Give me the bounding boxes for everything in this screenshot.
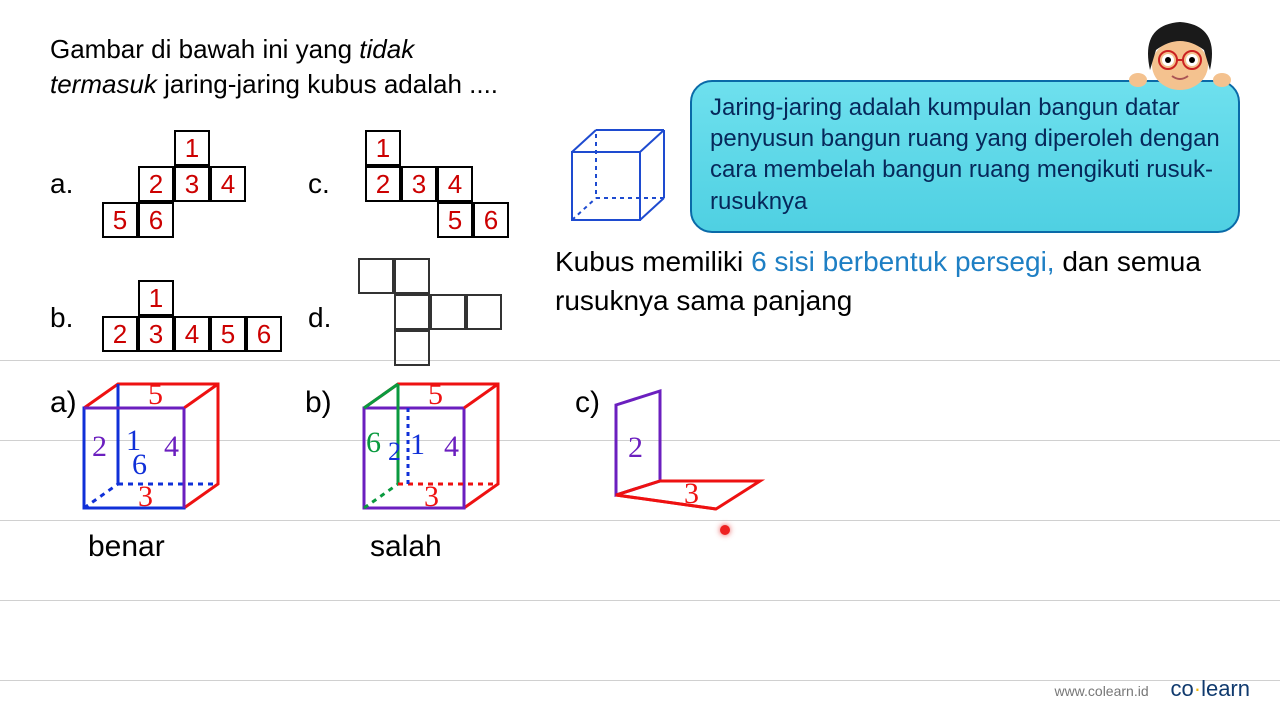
- question-text: Gambar di bawah ini yang tidak termasuk …: [50, 32, 510, 102]
- svg-text:5: 5: [428, 378, 443, 411]
- net-cell: 4: [210, 166, 246, 202]
- footer: www.colearn.id co·learn: [1054, 676, 1250, 702]
- verdict-a: benar: [88, 530, 165, 564]
- answer-b-label: b): [305, 386, 332, 420]
- answer-fold-c: 2 3: [610, 385, 780, 535]
- option-b-label: b.: [50, 302, 73, 334]
- svg-text:4: 4: [444, 430, 459, 463]
- cube-wireframe-icon: [562, 122, 672, 232]
- brand-logo: co·learn: [1171, 676, 1251, 701]
- net-cell: 4: [437, 166, 473, 202]
- callout-text: Jaring-jaring adalah kumpulan bangun dat…: [710, 94, 1220, 215]
- svg-text:6: 6: [132, 448, 147, 481]
- svg-text:1: 1: [410, 428, 425, 461]
- svg-text:3: 3: [684, 477, 699, 510]
- svg-text:2: 2: [628, 431, 643, 464]
- net-cell: 5: [102, 202, 138, 238]
- svg-text:5: 5: [148, 378, 163, 411]
- net-cell: 2: [365, 166, 401, 202]
- net-cell: 6: [473, 202, 509, 238]
- option-c-label: c.: [308, 168, 330, 200]
- svg-text:2: 2: [92, 430, 107, 463]
- para-highlight: 6 sisi berbentuk persegi,: [751, 246, 1055, 277]
- verdict-b: salah: [370, 530, 442, 564]
- question-line1: Gambar di bawah ini yang: [50, 34, 352, 64]
- svg-text:6: 6: [366, 426, 381, 459]
- answer-a-label: a): [50, 386, 77, 420]
- net-cell: 6: [246, 316, 282, 352]
- net-cell: [466, 294, 502, 330]
- para-prefix: Kubus memiliki: [555, 246, 751, 277]
- net-cell: 3: [138, 316, 174, 352]
- net-cell: [430, 294, 466, 330]
- svg-text:2: 2: [388, 437, 401, 466]
- svg-text:3: 3: [424, 480, 439, 513]
- net-cell: 1: [138, 280, 174, 316]
- svg-text:3: 3: [138, 480, 153, 513]
- answer-c-label: c): [575, 386, 600, 420]
- answer-cube-a: 5 2 1 4 6 3: [78, 378, 238, 528]
- teacher-avatar-icon: [1120, 10, 1240, 90]
- net-cell: 3: [174, 166, 210, 202]
- definition-callout: Jaring-jaring adalah kumpulan bangun dat…: [690, 80, 1240, 233]
- net-cell: [394, 258, 430, 294]
- svg-text:4: 4: [164, 430, 179, 463]
- option-d-label: d.: [308, 302, 331, 334]
- answer-cube-b: 5 6 2 1 4 3: [358, 378, 518, 528]
- footer-url: www.colearn.id: [1054, 683, 1148, 699]
- net-cell: 5: [437, 202, 473, 238]
- net-cell: 6: [138, 202, 174, 238]
- net-cell: [394, 330, 430, 366]
- explanation-paragraph: Kubus memiliki 6 sisi berbentuk persegi,…: [555, 242, 1245, 320]
- net-cell: [394, 294, 430, 330]
- option-a-label: a.: [50, 168, 73, 200]
- net-cell: 1: [174, 130, 210, 166]
- net-cell: 5: [210, 316, 246, 352]
- laser-pointer-icon: [720, 525, 730, 535]
- net-cell: 4: [174, 316, 210, 352]
- net-cell: 2: [102, 316, 138, 352]
- net-cell: [358, 258, 394, 294]
- net-cell: 2: [138, 166, 174, 202]
- net-cell: 3: [401, 166, 437, 202]
- question-line2: jaring-jaring kubus adalah ....: [164, 69, 498, 99]
- net-cell: 1: [365, 130, 401, 166]
